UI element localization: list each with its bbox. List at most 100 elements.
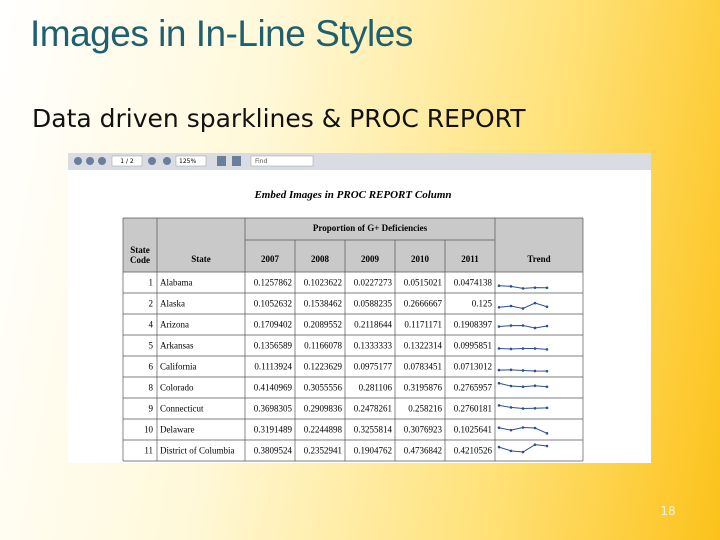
proportion: 0.4736842 <box>404 446 442 456</box>
proportion: 0.2909836 <box>304 404 343 414</box>
state-name: District of Columbia <box>160 446 235 456</box>
state-name: Colorado <box>160 383 194 393</box>
group-header: Proportion of G+ Deficiencies <box>313 223 428 233</box>
sparkline-point <box>497 325 501 328</box>
state-code: 11 <box>144 446 153 456</box>
sparkline-point <box>545 369 549 373</box>
sparkline-point <box>509 304 513 308</box>
proportion: 0.3195876 <box>404 383 443 393</box>
proportion: 0.1113924 <box>254 362 292 372</box>
proportion: 0.2089552 <box>304 320 342 330</box>
proportion: 0.1908397 <box>454 320 493 330</box>
sparkline-point <box>533 384 537 387</box>
sparkline-point <box>533 326 537 330</box>
sparkline-point <box>545 324 549 328</box>
column-header: State <box>130 245 150 255</box>
proportion: 0.258216 <box>408 404 442 414</box>
proportion: 0.2765957 <box>454 383 493 393</box>
proportion: 0.125 <box>472 299 493 309</box>
proportion: 0.3698305 <box>254 404 293 414</box>
sparkline-point <box>533 426 537 430</box>
proportion: 0.2118644 <box>354 320 392 330</box>
proportion: 0.0783451 <box>404 362 442 372</box>
sparkline-point <box>497 347 501 350</box>
sparkline-point <box>509 324 513 327</box>
proportion: 0.1322314 <box>404 341 443 351</box>
column-header: 2010 <box>411 254 430 264</box>
proportion: 0.3076923 <box>404 425 443 435</box>
sparkline-point <box>521 407 525 410</box>
state-code: 8 <box>149 383 154 393</box>
state-code: 6 <box>149 362 154 372</box>
proportion: 0.3055556 <box>304 383 343 393</box>
state-code: 5 <box>149 341 154 351</box>
proportion: 0.0474138 <box>454 278 493 288</box>
proportion: 0.1904762 <box>354 446 392 456</box>
state-code: 4 <box>149 320 154 330</box>
sparkline-point <box>509 428 513 432</box>
state-name: Connecticut <box>160 404 204 414</box>
sparkline-point <box>509 368 513 372</box>
header-bg <box>123 218 583 272</box>
state-code: 1 <box>149 278 154 288</box>
proportion: 0.0995851 <box>454 341 492 351</box>
zoom-box[interactable] <box>175 155 207 167</box>
sparkline-point <box>545 348 549 351</box>
find-field: Find <box>255 158 267 165</box>
column-header: Trend <box>527 254 550 264</box>
sparkline-point <box>497 445 501 449</box>
proportion: 0.2352941 <box>304 446 342 456</box>
sparkline-point <box>521 426 525 429</box>
proportion: 0.1166078 <box>304 341 342 351</box>
proportion: 0.4210526 <box>454 446 493 456</box>
sparkline-point <box>497 305 501 309</box>
toolbar-icons <box>74 156 241 166</box>
sparkline-point <box>533 301 537 305</box>
sparkline-point <box>497 426 501 430</box>
state-code: 10 <box>144 425 154 435</box>
proportion: 0.3191489 <box>254 425 293 435</box>
column-header: Code <box>130 255 150 265</box>
sparkline-point <box>509 347 513 351</box>
state-name: Delaware <box>160 425 194 435</box>
proportion: 0.281106 <box>359 383 393 393</box>
page-indicator: 1 / 2 <box>120 158 134 165</box>
column-header: State <box>191 254 211 264</box>
proportion: 0.1025641 <box>454 425 492 435</box>
state-name: California <box>160 362 197 372</box>
sparkline-point <box>533 286 537 289</box>
sparkline-point <box>545 305 549 309</box>
proportion: 0.0713012 <box>454 362 492 372</box>
column-header: 2008 <box>311 254 330 264</box>
find-box[interactable] <box>250 155 314 167</box>
sparkline-point <box>521 385 525 388</box>
state-code: 9 <box>149 404 154 414</box>
state-name: Arkansas <box>160 341 194 351</box>
sparkline-point <box>545 385 549 389</box>
proportion: 0.1257862 <box>254 278 292 288</box>
proportion: 0.1333333 <box>354 341 393 351</box>
sparkline-point <box>521 450 525 454</box>
sparkline-point <box>533 443 537 446</box>
report-title: Embed Images in PROC REPORT Column <box>253 189 451 201</box>
slide-title: Images in In-Line Styles <box>30 13 413 54</box>
proportion: 0.0227273 <box>354 278 393 288</box>
sparkline-point <box>533 347 537 350</box>
proportion: 0.1356589 <box>254 341 293 351</box>
sparkline-point <box>497 404 501 407</box>
proportion: 0.4140969 <box>254 383 293 393</box>
slide-subtitle: Data driven sparklines & PROC REPORT <box>32 104 526 133</box>
proportion: 0.1538462 <box>304 299 342 309</box>
sparkline-point <box>497 284 501 288</box>
proportion: 0.0515021 <box>404 278 442 288</box>
sparkline-point <box>521 347 525 350</box>
sparkline-point <box>533 369 537 373</box>
sparkline-point <box>545 406 549 410</box>
sparkline-point <box>497 381 501 385</box>
proportion: 0.1171171 <box>404 320 442 330</box>
page-box[interactable] <box>111 155 143 167</box>
sparkline-point <box>521 287 525 290</box>
